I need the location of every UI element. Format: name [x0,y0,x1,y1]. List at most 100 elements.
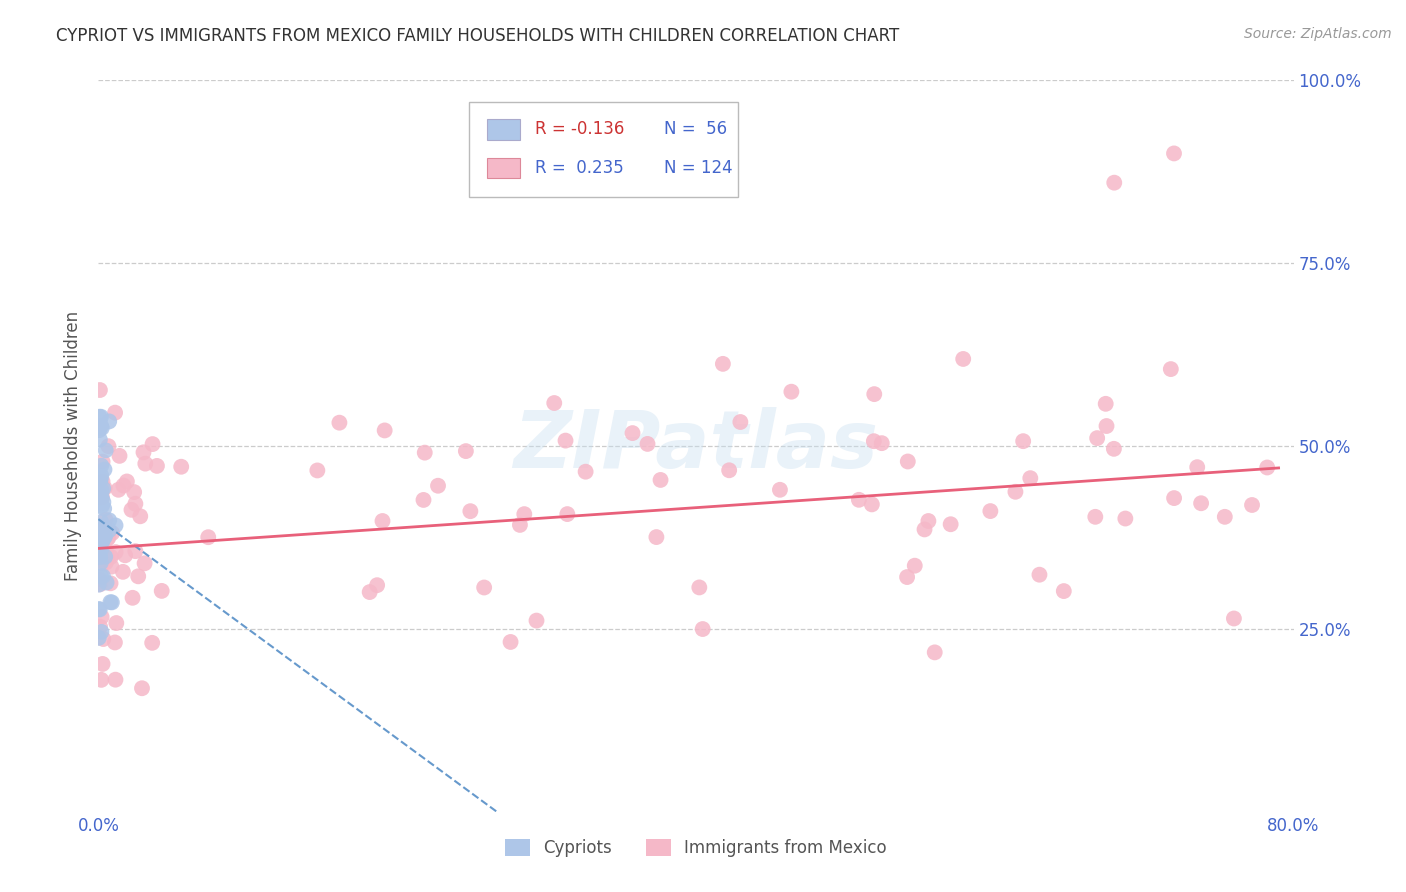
Point [1187,460,1209,475]
Point [131,681,153,696]
Point [89,575,111,590]
Point [1053,584,1076,599]
Point [94,543,117,558]
Point [89,524,111,539]
Point [848,492,870,507]
Point [1163,146,1185,161]
Point [89,472,111,486]
Point [98,524,121,538]
Point [412,492,434,507]
Point [90,536,112,550]
Point [94,523,117,537]
Point [134,457,156,471]
Point [89,433,111,447]
Text: CYPRIOT VS IMMIGRANTS FROM MEXICO FAMILY HOUSEHOLDS WITH CHILDREN CORRELATION CH: CYPRIOT VS IMMIGRANTS FROM MEXICO FAMILY… [56,27,900,45]
Point [104,545,127,559]
Point [780,384,803,399]
Point [90,610,112,624]
Point [91,533,114,548]
Point [621,426,644,441]
Point [87,496,110,510]
Point [1160,362,1182,376]
Point [1189,496,1212,510]
Point [141,636,163,650]
Point [1095,419,1118,434]
Point [94,513,117,527]
Point [904,558,927,573]
Point [89,577,111,591]
Point [952,351,974,366]
Point [91,491,114,505]
Point [1102,442,1125,456]
Point [863,434,886,449]
Point [93,462,115,476]
Bar [486,158,520,178]
Point [89,533,111,547]
Point [1094,397,1116,411]
Point [1163,491,1185,505]
Point [111,565,134,579]
Point [100,576,122,591]
Point [93,521,115,535]
Point [359,585,381,599]
Point [91,657,114,671]
Point [150,583,173,598]
Point [554,434,576,448]
Point [91,533,114,548]
Point [90,673,112,687]
Point [104,406,127,420]
Point [90,499,112,513]
Text: N = 124: N = 124 [664,159,733,177]
Point [90,421,112,435]
Text: N =  56: N = 56 [664,120,727,138]
Point [170,459,193,474]
Point [87,602,110,616]
Point [979,504,1001,518]
Point [513,507,536,521]
Legend: Cypriots, Immigrants from Mexico: Cypriots, Immigrants from Mexico [496,830,896,865]
Point [1114,511,1136,525]
Text: R =  0.235: R = 0.235 [534,159,623,177]
Point [472,581,495,595]
Point [129,509,152,524]
Point [863,387,886,401]
Point [870,436,893,450]
Point [307,463,329,477]
Point [90,419,112,434]
Point [114,549,136,563]
Point [98,513,121,527]
Point [132,445,155,459]
Point [917,514,939,528]
FancyBboxPatch shape [470,103,738,197]
Point [89,488,111,502]
Point [91,541,114,556]
Point [112,478,135,492]
Point [100,559,122,574]
Point [90,535,112,549]
Point [89,519,111,533]
Point [1012,434,1035,449]
Point [89,420,111,434]
Point [499,635,522,649]
Point [645,530,668,544]
Y-axis label: Family Households with Children: Family Households with Children [65,311,83,581]
Text: R = -0.136: R = -0.136 [534,120,624,138]
Point [96,532,118,546]
Point [105,615,128,630]
Point [94,556,117,570]
Point [124,497,146,511]
Point [93,632,115,646]
Point [104,518,127,533]
Point [718,463,741,477]
Point [90,468,112,483]
Point [1019,471,1042,485]
Point [89,409,111,424]
Point [89,521,111,535]
Point [97,439,120,453]
Point [413,445,436,459]
Point [1223,611,1246,625]
Point [374,424,396,438]
Point [924,645,946,659]
Point [90,569,112,583]
Point [121,591,143,605]
